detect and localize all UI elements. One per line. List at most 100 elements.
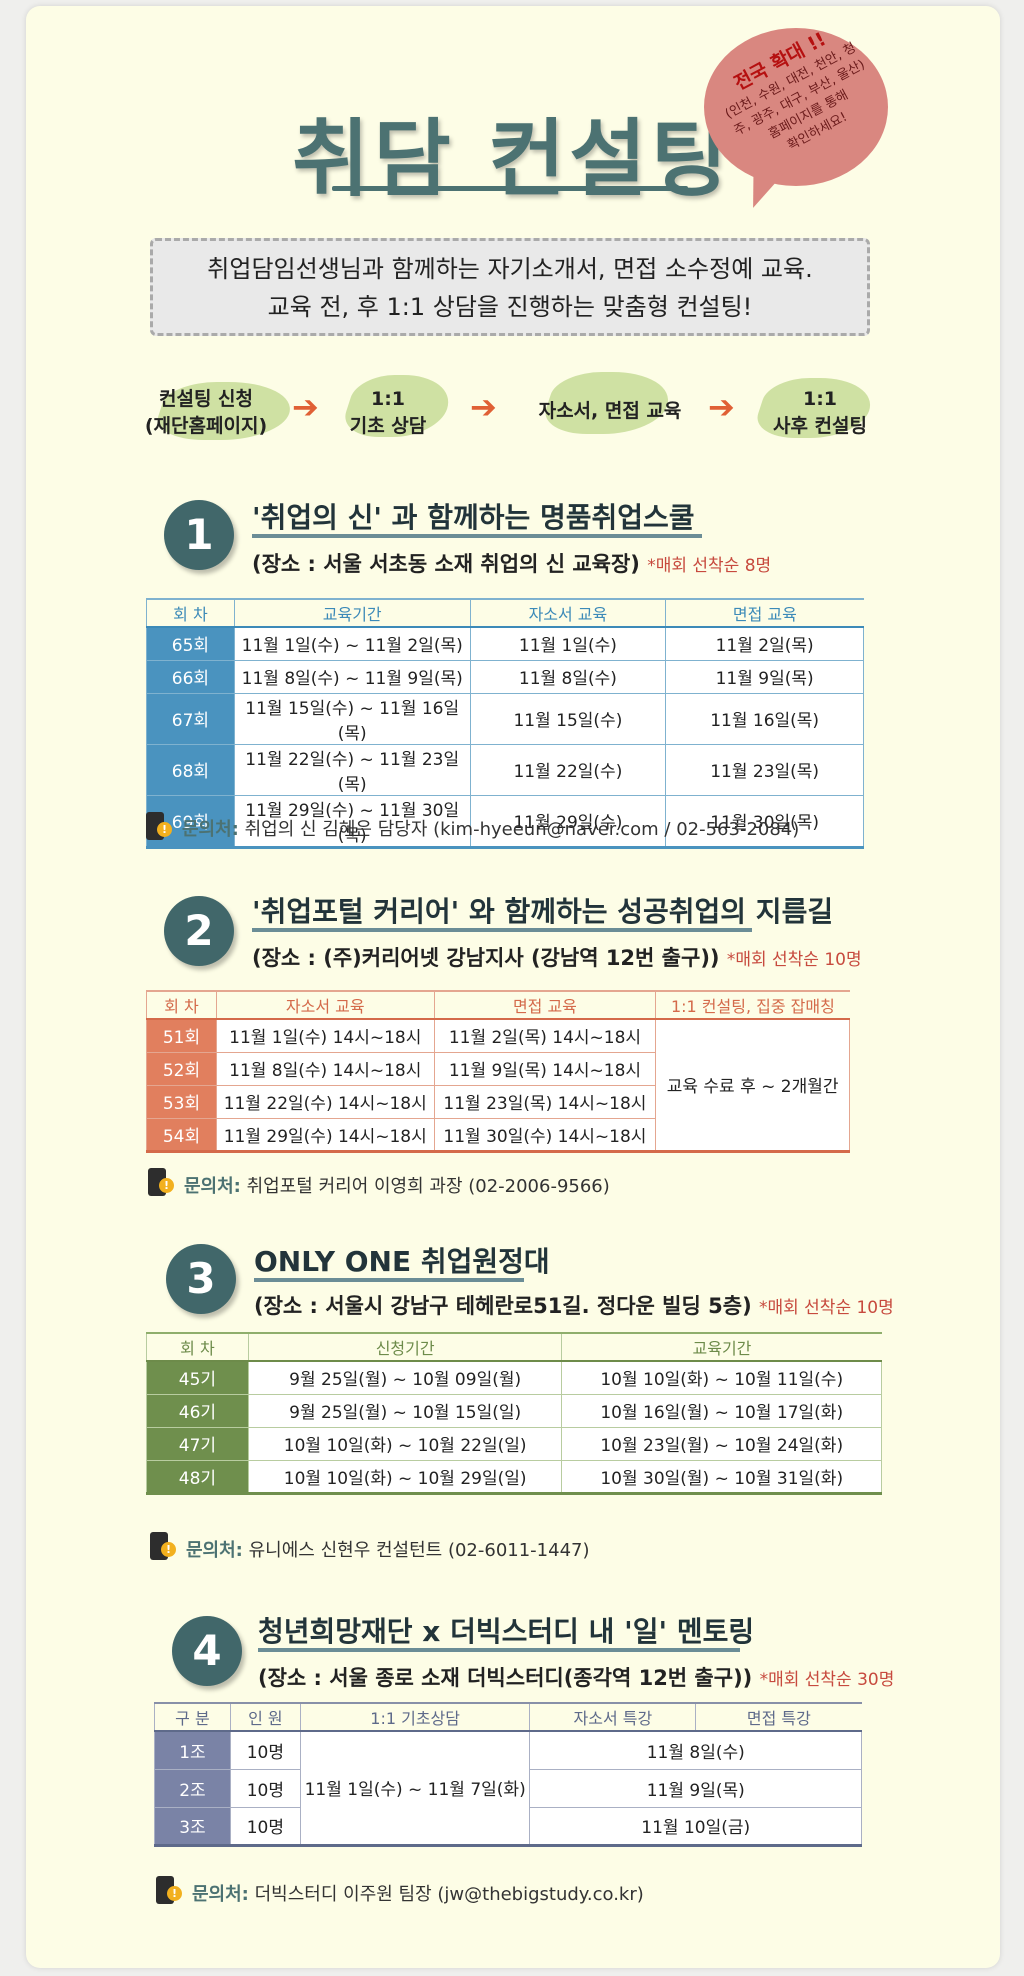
- flow-step-basic: 1:1 기초 상담: [328, 386, 448, 440]
- table-row-label: 45기: [146, 1360, 249, 1395]
- section-3-underline: [254, 1278, 524, 1282]
- table-header: 면접 교육: [665, 598, 864, 628]
- table-header: 신청기간: [247, 1332, 562, 1362]
- table-cell: 9월 25일(월) ~ 10월 15일(일): [247, 1393, 563, 1428]
- section-3-location-text: (장소 : 서울시 강남구 테헤란로51길. 정다운 빌딩 5층): [254, 1294, 752, 1318]
- table-header: 면접 특강: [695, 1702, 862, 1732]
- table-cell: 11월 15일(수): [469, 692, 667, 745]
- table-header: 교육기간: [561, 1332, 882, 1362]
- table-row-label: 51회: [146, 1018, 217, 1053]
- table-cell: 11월 1일(수): [469, 626, 667, 661]
- phone-icon: [146, 812, 172, 840]
- contact-label: 문의처:: [184, 1176, 241, 1197]
- table-row-label: 48기: [146, 1459, 249, 1494]
- contact-label: 문의처:: [182, 819, 239, 840]
- table-header: 자소서 교육: [215, 990, 435, 1020]
- table-row: 51회 11월 1일(수) 14시~18시 11월 2일(목) 14시~18시 …: [146, 1018, 850, 1152]
- table-row-label: 2조: [154, 1768, 231, 1808]
- table-cell: 11월 22일(수) ~ 11월 23일(목): [233, 743, 471, 796]
- table-header: 자소서 특강: [529, 1702, 696, 1732]
- table-header-row: 회 차 교육기간 자소서 교육 면접 교육: [146, 598, 864, 628]
- table-cell: 11월 2일(목): [665, 626, 864, 661]
- table-cell: 11월 1일(수) ~ 11월 2일(목): [233, 626, 471, 661]
- flow-step-followup: 1:1 사후 컨설팅: [750, 386, 890, 440]
- table-header: 인 원: [229, 1702, 301, 1732]
- table-cell: 11월 30일(목): [665, 794, 864, 848]
- table-row-label: 66회: [146, 659, 235, 694]
- table-header: 교육기간: [233, 598, 471, 628]
- section-2-location: (장소 : (주)커리어넷 강남지사 (강남역 12번 출구)) *매회 선착순…: [252, 942, 862, 972]
- table-header: 1:1 기초상담: [299, 1702, 530, 1732]
- flow-step-education-line1: 자소서, 면접 교육: [538, 400, 682, 422]
- section-2-location-text: (장소 : (주)커리어넷 강남지사 (강남역 12번 출구)): [252, 946, 720, 970]
- section-4-contact: 문의처: 더빅스터디 이주원 팀장 (jw@thebigstudy.co.kr): [192, 1880, 644, 1906]
- section-1-title: '취업의 신' 과 함께하는 명품취업스쿨: [252, 501, 695, 534]
- table-cell: 10명: [229, 1768, 301, 1808]
- contact-label: 문의처:: [186, 1540, 243, 1561]
- table-row: 65회 11월 1일(수) ~ 11월 2일(목) 11월 1일(수) 11월 …: [146, 626, 864, 661]
- table-row-label: 1조: [154, 1730, 231, 1770]
- page-title: 취담 컨설팅: [292, 110, 732, 208]
- table-row: 3조 10명 11월 10일(금): [154, 1806, 862, 1846]
- table-header: 면접 교육: [433, 990, 656, 1020]
- intro-box: 취업담임선생님과 함께하는 자기소개서, 면접 소수정예 교육. 교육 전, 후…: [150, 238, 870, 336]
- title-underline: [332, 186, 688, 191]
- table-row: 48기 10월 10일(화) ~ 10월 29일(일) 10월 30일(월) ~…: [146, 1459, 882, 1494]
- table-header-row: 회 차 신청기간 교육기간: [146, 1332, 882, 1362]
- intro-line-1: 취업담임선생님과 함께하는 자기소개서, 면접 소수정예 교육.: [207, 255, 813, 283]
- phone-icon: [148, 1168, 174, 1196]
- section-1-note: *매회 선착순 8명: [647, 556, 772, 576]
- table-cell: 11월 22일(수) 14시~18시: [215, 1084, 435, 1119]
- flow-arrow-3: ➔: [708, 388, 735, 426]
- table-row: 54회 11월 29일(수) 14시~18시 11월 30일(수) 14시~18…: [146, 1117, 850, 1152]
- table-cell: 11월 8일(수): [529, 1730, 862, 1770]
- section-2-title: '취업포털 커리어' 와 함께하는 성공취업의 지름길: [252, 895, 834, 928]
- table-row-label: 47기: [146, 1426, 249, 1461]
- flow-arrow-2: ➔: [470, 388, 497, 426]
- table-header: 구 분: [154, 1702, 231, 1732]
- section-1-contact: 문의처: 취업의 신 김혜은 담당자 (kim-hyeeun@naver.com…: [182, 815, 799, 841]
- table-row: 68회 11월 22일(수) ~ 11월 23일(목) 11월 22일(수) 1…: [146, 743, 864, 796]
- table-cell: 10월 10일(화) ~ 10월 22일(일): [247, 1426, 563, 1461]
- contact-label: 문의처:: [192, 1884, 249, 1905]
- table-row-label: 68회: [146, 743, 235, 796]
- section-4-table: 구 분 인 원 1:1 기초상담 자소서 특강 면접 특강 1조 10명 11월…: [154, 1702, 862, 1847]
- table-row-label: 46기: [146, 1393, 249, 1428]
- table-cell: 11월 2일(목) 14시~18시: [433, 1018, 657, 1053]
- table-cell: 10월 10일(화) ~ 10월 29일(일): [247, 1459, 563, 1494]
- table-cell: 11월 29일(수): [469, 794, 667, 848]
- contact-text: 유니에스 신현우 컨설턴트 (02-6011-1447): [248, 1540, 590, 1561]
- table-cell: 10월 23일(월) ~ 10월 24일(화): [561, 1426, 882, 1461]
- section-1-number: 1: [164, 500, 234, 570]
- table-row-label: 54회: [146, 1117, 217, 1152]
- section-1-location: (장소 : 서울 서초동 소재 취업의 신 교육장) *매회 선착순 8명: [252, 548, 771, 578]
- table-row: 2조 10명 11월 9일(목): [154, 1768, 862, 1808]
- section-3-title: ONLY ONE 취업원정대: [254, 1245, 550, 1278]
- section-1-table: 회 차 교육기간 자소서 교육 면접 교육 65회 11월 1일(수) ~ 11…: [146, 598, 864, 849]
- table-cell: 10명: [229, 1730, 301, 1770]
- section-2-underline: [252, 928, 752, 932]
- table-row-label: 53회: [146, 1084, 217, 1119]
- table-cell: 10월 10일(화) ~ 10월 11일(수): [561, 1360, 882, 1395]
- table-header: 회 차: [146, 598, 235, 628]
- table-cell: 11월 8일(수): [469, 659, 667, 694]
- table-cell: 11월 23일(목) 14시~18시: [433, 1084, 657, 1119]
- table-cell: 11월 30일(수) 14시~18시: [433, 1117, 657, 1152]
- table-header: 회 차: [146, 990, 217, 1020]
- section-2-number: 2: [164, 896, 234, 966]
- flow-step-basic-line2: 기초 상담: [349, 415, 427, 437]
- table-row-label: 52회: [146, 1051, 217, 1086]
- table-row-label: 3조: [154, 1806, 231, 1846]
- contact-text: 더빅스터디 이주원 팀장 (jw@thebigstudy.co.kr): [254, 1884, 644, 1905]
- section-2-contact: 문의처: 취업포털 커리어 이영희 과장 (02-2006-9566): [184, 1172, 610, 1198]
- table-header-row: 구 분 인 원 1:1 기초상담 자소서 특강 면접 특강: [154, 1702, 862, 1732]
- table-cell: 11월 16일(목): [665, 692, 864, 745]
- section-4-location-text: (장소 : 서울 종로 소재 더빅스터디(종각역 12번 출구)): [258, 1666, 753, 1690]
- table-merged-cell: 교육 수료 후 ~ 2개월간: [655, 1018, 850, 1152]
- section-4-underline: [258, 1648, 740, 1652]
- section-3-table: 회 차 신청기간 교육기간 45기 9월 25일(월) ~ 10월 09일(월)…: [146, 1332, 882, 1495]
- table-row: 47기 10월 10일(화) ~ 10월 22일(일) 10월 23일(월) ~…: [146, 1426, 882, 1461]
- flow-step-basic-line1: 1:1: [370, 388, 406, 410]
- table-cell: 11월 9일(목) 14시~18시: [433, 1051, 657, 1086]
- table-cell: 10명: [229, 1806, 301, 1846]
